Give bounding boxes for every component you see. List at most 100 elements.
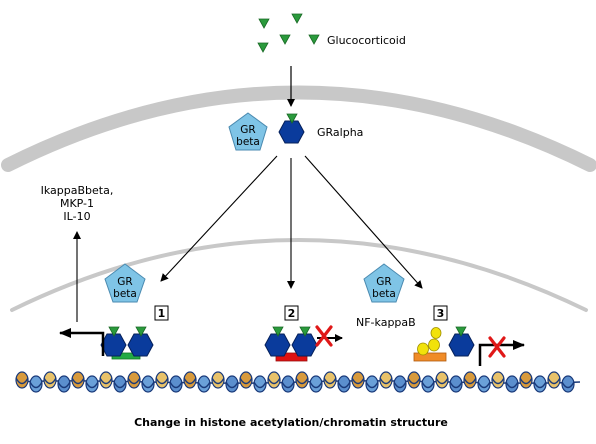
block-x-icon — [488, 336, 506, 358]
dna-wrap — [379, 377, 393, 385]
dna-wrap — [169, 381, 183, 389]
nucleosome — [463, 371, 477, 389]
svg-text:1: 1 — [158, 307, 166, 320]
svg-text:3: 3 — [437, 307, 445, 320]
dna-wrap — [365, 381, 379, 389]
nucleosome — [155, 371, 169, 389]
nucleosome — [141, 375, 155, 393]
arrow-to-mechanism-1 — [160, 155, 278, 282]
chromatin-strand — [15, 371, 581, 393]
mechanism-1-box: 1 — [154, 305, 169, 321]
dna-wrap — [351, 377, 365, 385]
nucleosome — [449, 375, 463, 393]
dna-wrap — [295, 377, 309, 385]
dna-wrap — [463, 377, 477, 385]
dna-wrap — [491, 377, 505, 385]
nucleosome — [127, 371, 141, 389]
nucleosome — [43, 371, 57, 389]
nucleosome — [211, 371, 225, 389]
arrow-to-mechanism-3 — [304, 155, 423, 289]
gr-beta-cytoplasm: GR beta — [228, 112, 268, 151]
dna-wrap — [547, 377, 561, 385]
mechanism-3-box: 3 — [433, 305, 448, 321]
dna-wrap — [393, 381, 407, 389]
nucleosome — [547, 371, 561, 389]
nucleosome — [407, 371, 421, 389]
gr-beta-label-line2: beta — [236, 136, 260, 148]
dna-wrap — [85, 381, 99, 389]
dna-wrap — [407, 377, 421, 385]
dna-wrap — [99, 377, 113, 385]
dna-wrap — [43, 377, 57, 385]
induced-gene-2: MKP-1 — [60, 197, 94, 210]
glucocorticoid-triangle — [308, 34, 320, 45]
nucleosome — [281, 375, 295, 393]
mechanism-2-complex — [264, 325, 343, 362]
dna-wrap — [505, 381, 519, 389]
nucleosome — [519, 371, 533, 389]
glucocorticoid-label: Glucocorticoid — [327, 34, 406, 47]
nucleosome — [57, 375, 71, 393]
gr-beta-label-line1: GR — [240, 124, 255, 136]
glucocorticoid-triangle — [291, 13, 303, 24]
nucleosome — [393, 375, 407, 393]
nfkb-label: NF-kappaB — [356, 316, 416, 329]
gr-beta-nucleus-3: GR beta — [363, 263, 405, 303]
dna-wrap — [71, 377, 85, 385]
nucleosome — [309, 375, 323, 393]
nucleosome — [99, 371, 113, 389]
dna-wrap — [155, 377, 169, 385]
cell-membrane — [1, 85, 596, 172]
gr-beta-nucleus-1: GR beta — [104, 263, 146, 303]
dna-wrap — [197, 381, 211, 389]
caption: Change in histone acetylation/chromatin … — [134, 416, 448, 429]
dna-wrap — [421, 381, 435, 389]
dna-wrap — [309, 381, 323, 389]
dna-wrap — [337, 381, 351, 389]
nucleosome — [169, 375, 183, 393]
nucleosome — [85, 375, 99, 393]
dna-wrap — [519, 377, 533, 385]
nucleosome — [29, 375, 43, 393]
nucleosome — [351, 371, 365, 389]
glucocorticoid-triangle — [257, 42, 269, 53]
dna-wrap — [281, 381, 295, 389]
dna-wrap — [15, 377, 29, 385]
dna-wrap — [141, 381, 155, 389]
nucleosome — [505, 375, 519, 393]
nucleosome — [197, 375, 211, 393]
gr-beta-label-line2: beta — [372, 288, 396, 300]
induced-gene-3: IL-10 — [63, 210, 90, 223]
glucocorticoid-triangle — [279, 34, 291, 45]
gr-beta-label-line2: beta — [113, 288, 137, 300]
nucleosome — [337, 375, 351, 393]
nucleosome — [225, 375, 239, 393]
dna-wrap — [29, 381, 43, 389]
dna-wrap — [113, 381, 127, 389]
dna-wrap — [533, 381, 547, 389]
nucleosome — [253, 375, 267, 393]
dna-wrap — [225, 381, 239, 389]
dna-wrap — [253, 381, 267, 389]
nucleosome — [561, 375, 575, 393]
nucleosome — [435, 371, 449, 389]
glucocorticoid-triangle — [258, 18, 270, 29]
mechanism-1-complex — [59, 326, 154, 360]
dna-wrap — [449, 381, 463, 389]
block-x-icon — [315, 325, 333, 347]
dna-wrap — [57, 381, 71, 389]
nucleosome — [533, 375, 547, 393]
nucleosome — [183, 371, 197, 389]
dna-wrap — [127, 377, 141, 385]
nucleosome — [491, 371, 505, 389]
nucleosome — [113, 375, 127, 393]
mechanism-2-box: 2 — [284, 305, 299, 321]
dna-wrap — [435, 377, 449, 385]
nucleosome — [323, 371, 337, 389]
mechanism-3-complex — [413, 326, 525, 366]
svg-text:2: 2 — [288, 307, 296, 320]
gr-alpha-cytoplasm — [278, 113, 305, 144]
dna-wrap — [183, 377, 197, 385]
dna-wrap — [323, 377, 337, 385]
